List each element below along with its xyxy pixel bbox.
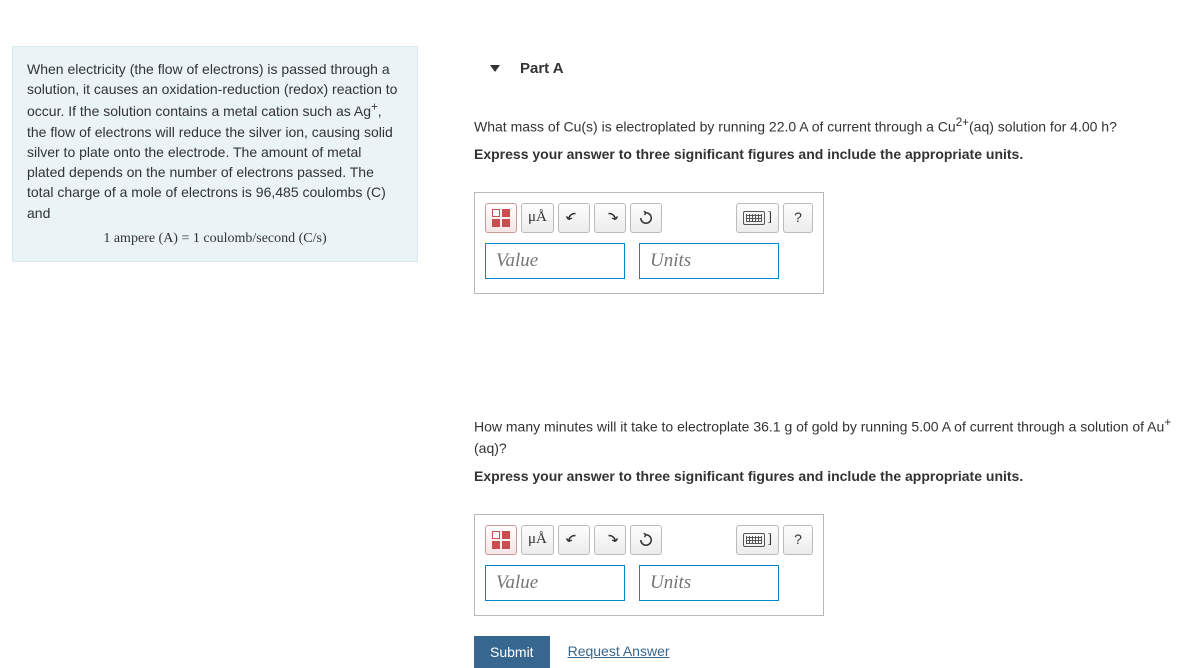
question-1-prompt: What mass of Cu(s) is electroplated by r…: [474, 114, 1180, 138]
request-answer-link[interactable]: Request Answer: [568, 641, 670, 663]
redo-button[interactable]: [594, 203, 626, 233]
mu-angstrom-label: μÅ: [528, 528, 547, 551]
redo-icon: [601, 531, 619, 549]
keyboard-button[interactable]: ]: [736, 525, 779, 555]
value-input-1[interactable]: [485, 243, 625, 279]
templates-button[interactable]: [485, 525, 517, 555]
undo-button[interactable]: [558, 203, 590, 233]
undo-button[interactable]: [558, 525, 590, 555]
help-button[interactable]: ?: [783, 525, 813, 555]
redo-button[interactable]: [594, 525, 626, 555]
collapse-caret-icon[interactable]: [490, 65, 500, 72]
reset-icon: [637, 531, 655, 549]
reset-icon: [637, 209, 655, 227]
question-2: How many minutes will it take to electro…: [474, 414, 1180, 668]
value-input-2[interactable]: [485, 565, 625, 601]
units-input-2[interactable]: [639, 565, 779, 601]
help-button[interactable]: ?: [783, 203, 813, 233]
part-title: Part A: [520, 60, 564, 77]
help-label: ?: [794, 207, 802, 229]
special-chars-button[interactable]: μÅ: [521, 203, 554, 233]
answer-box-1: μÅ ]: [474, 192, 824, 294]
reset-button[interactable]: [630, 525, 662, 555]
question-2-prompt: How many minutes will it take to electro…: [474, 414, 1180, 460]
help-label: ?: [794, 529, 802, 551]
undo-icon: [565, 209, 583, 227]
keyboard-bracket: ]: [767, 207, 772, 229]
submit-button[interactable]: Submit: [474, 636, 550, 668]
intro-equation: 1 ampere (A) = 1 coulomb/second (C/s): [27, 229, 403, 249]
redo-icon: [601, 209, 619, 227]
toolbar-2: μÅ ]: [485, 525, 813, 555]
templates-button[interactable]: [485, 203, 517, 233]
keyboard-bracket: ]: [767, 529, 772, 551]
special-chars-button[interactable]: μÅ: [521, 525, 554, 555]
keyboard-icon: [743, 211, 765, 225]
intro-box: When electricity (the flow of electrons)…: [12, 46, 418, 262]
keyboard-button[interactable]: ]: [736, 203, 779, 233]
undo-icon: [565, 531, 583, 549]
units-input-1[interactable]: [639, 243, 779, 279]
mu-angstrom-label: μÅ: [528, 206, 547, 229]
templates-icon: [492, 531, 510, 549]
question-2-instruction: Express your answer to three significant…: [474, 466, 1180, 488]
reset-button[interactable]: [630, 203, 662, 233]
question-1: What mass of Cu(s) is electroplated by r…: [474, 114, 1180, 294]
question-1-instruction: Express your answer to three significant…: [474, 144, 1180, 166]
toolbar-1: μÅ ]: [485, 203, 813, 233]
keyboard-icon: [743, 533, 765, 547]
answer-box-2: μÅ ]: [474, 514, 824, 616]
templates-icon: [492, 209, 510, 227]
intro-text: When electricity (the flow of electrons)…: [27, 61, 397, 221]
